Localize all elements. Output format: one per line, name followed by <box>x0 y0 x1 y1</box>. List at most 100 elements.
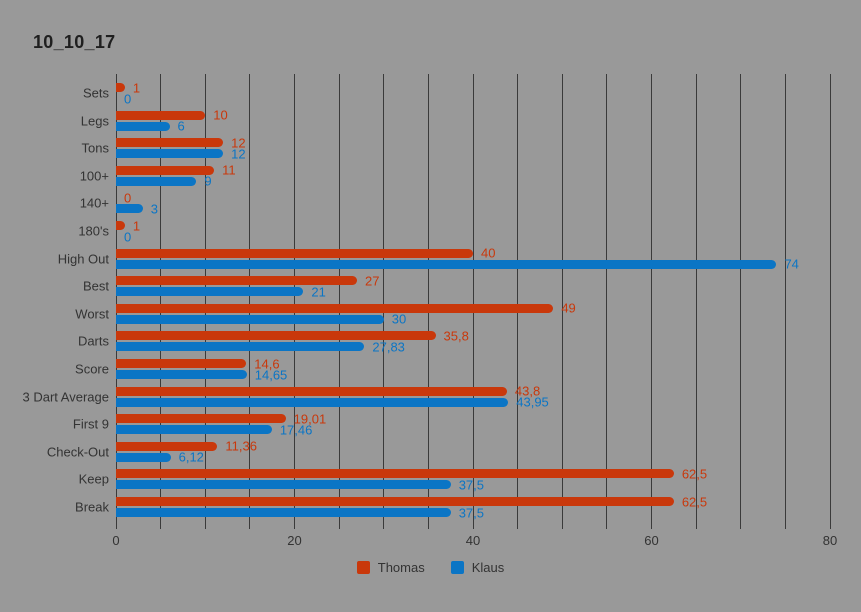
bar-klaus[interactable] <box>116 121 170 131</box>
value-label-thomas: 40 <box>481 245 496 261</box>
category-label: 3 Dart Average <box>22 389 109 405</box>
bar-klaus[interactable] <box>116 508 451 517</box>
gridline <box>338 74 340 529</box>
bar-klaus[interactable] <box>116 452 171 462</box>
bar-thomas[interactable] <box>116 469 674 479</box>
bar-thomas[interactable] <box>116 221 125 230</box>
bar-thomas[interactable] <box>116 110 206 120</box>
bar-klaus[interactable] <box>116 176 197 186</box>
value-label-klaus: 74 <box>784 256 799 272</box>
legend-swatch-thomas <box>356 561 370 574</box>
category-label: High Out <box>57 251 109 267</box>
bar-klaus[interactable] <box>116 480 451 490</box>
value-label-thomas: 62,5 <box>681 466 708 482</box>
bar-thomas[interactable] <box>116 414 286 424</box>
bar-thomas[interactable] <box>116 386 507 396</box>
value-label-thomas: 10 <box>213 107 228 123</box>
gridline <box>204 74 206 529</box>
value-label-klaus: 0 <box>124 229 132 244</box>
x-axis-label: 20 <box>287 533 302 548</box>
value-label-thomas: 11,36 <box>225 438 257 454</box>
gridline <box>294 74 295 529</box>
gridline <box>472 74 474 529</box>
legend-label-thomas: Thomas <box>377 560 425 575</box>
gridline <box>383 74 385 529</box>
category-label: 140+ <box>79 195 109 211</box>
gridline <box>829 74 831 529</box>
value-label-thomas: 1 <box>132 218 141 233</box>
value-label-thomas: 43,8 <box>514 383 541 399</box>
value-label-klaus: 0 <box>124 91 132 106</box>
bar-thomas[interactable] <box>116 331 436 341</box>
bar-thomas[interactable] <box>116 165 215 175</box>
value-label-klaus: 17,46 <box>279 422 313 438</box>
value-label-klaus: 27,83 <box>372 339 405 355</box>
gridline <box>651 74 652 529</box>
gridline <box>606 74 608 529</box>
value-label-klaus: 37,5 <box>458 505 484 520</box>
bar-thomas[interactable] <box>116 83 125 92</box>
value-label-klaus: 21 <box>311 284 326 300</box>
bar-klaus[interactable] <box>116 342 365 352</box>
gridline <box>784 74 786 529</box>
chart-title: 10_10_17 <box>33 32 116 52</box>
x-axis-label: 0 <box>112 533 120 548</box>
value-label-thomas: 27 <box>364 273 380 289</box>
bar-klaus[interactable] <box>116 204 143 214</box>
value-label-thomas: 14,6 <box>254 356 280 371</box>
value-label-thomas: 0 <box>124 190 132 206</box>
value-label-thomas: 1 <box>132 80 141 95</box>
legend: Thomas Klaus <box>0 560 861 575</box>
gridline <box>517 74 519 529</box>
x-axis-label: 80 <box>822 533 838 548</box>
value-label-thomas: 12 <box>231 135 246 151</box>
category-label: Worst <box>75 306 109 322</box>
category-label: 180's <box>78 223 109 239</box>
legend-item-klaus[interactable]: Klaus <box>450 560 505 575</box>
gridline <box>740 74 742 529</box>
bar-thomas[interactable] <box>116 248 473 258</box>
value-label-klaus: 3 <box>150 201 158 217</box>
bar-klaus[interactable] <box>116 314 384 324</box>
gridline <box>160 74 162 529</box>
value-label-klaus: 37,5 <box>458 477 484 493</box>
category-label: Tons <box>81 140 109 156</box>
category-label: 100+ <box>79 168 109 184</box>
bar-klaus[interactable] <box>116 259 777 269</box>
gridline <box>427 74 429 529</box>
category-label: First 9 <box>72 416 109 432</box>
value-label-thomas: 62,5 <box>681 494 708 509</box>
value-label-klaus: 12 <box>231 146 246 162</box>
gridline <box>561 74 563 529</box>
value-label-klaus: 30 <box>391 311 407 327</box>
category-label: Keep <box>78 471 109 487</box>
bar-klaus[interactable] <box>116 425 272 435</box>
bar-thomas[interactable] <box>116 497 674 506</box>
category-label: Sets <box>82 85 109 101</box>
category-label: Darts <box>77 333 109 349</box>
bar-klaus[interactable] <box>116 370 247 379</box>
bar-thomas[interactable] <box>116 359 247 368</box>
category-label: Legs <box>80 113 109 129</box>
value-label-thomas: 49 <box>561 300 576 316</box>
bar-thomas[interactable] <box>116 276 357 286</box>
bar-klaus[interactable] <box>116 397 509 407</box>
bar-klaus[interactable] <box>116 149 224 159</box>
value-label-klaus: 6,12 <box>178 449 204 465</box>
value-label-klaus: 9 <box>204 173 212 189</box>
legend-label-klaus: Klaus <box>471 560 505 575</box>
legend-item-thomas[interactable]: Thomas <box>356 560 425 575</box>
value-label-thomas: 19,01 <box>293 411 327 427</box>
value-label-klaus: 43,95 <box>516 394 549 410</box>
bar-klaus[interactable] <box>116 287 304 297</box>
value-label-klaus: 14,65 <box>254 367 288 382</box>
gridline <box>695 74 697 529</box>
bar-thomas[interactable] <box>116 303 554 313</box>
bar-thomas[interactable] <box>116 138 224 148</box>
x-axis-label: 60 <box>644 533 659 548</box>
value-label-thomas: 11 <box>222 162 236 178</box>
category-label: Break <box>75 499 109 515</box>
bar-thomas[interactable] <box>116 441 218 451</box>
legend-swatch-klaus <box>450 561 464 574</box>
